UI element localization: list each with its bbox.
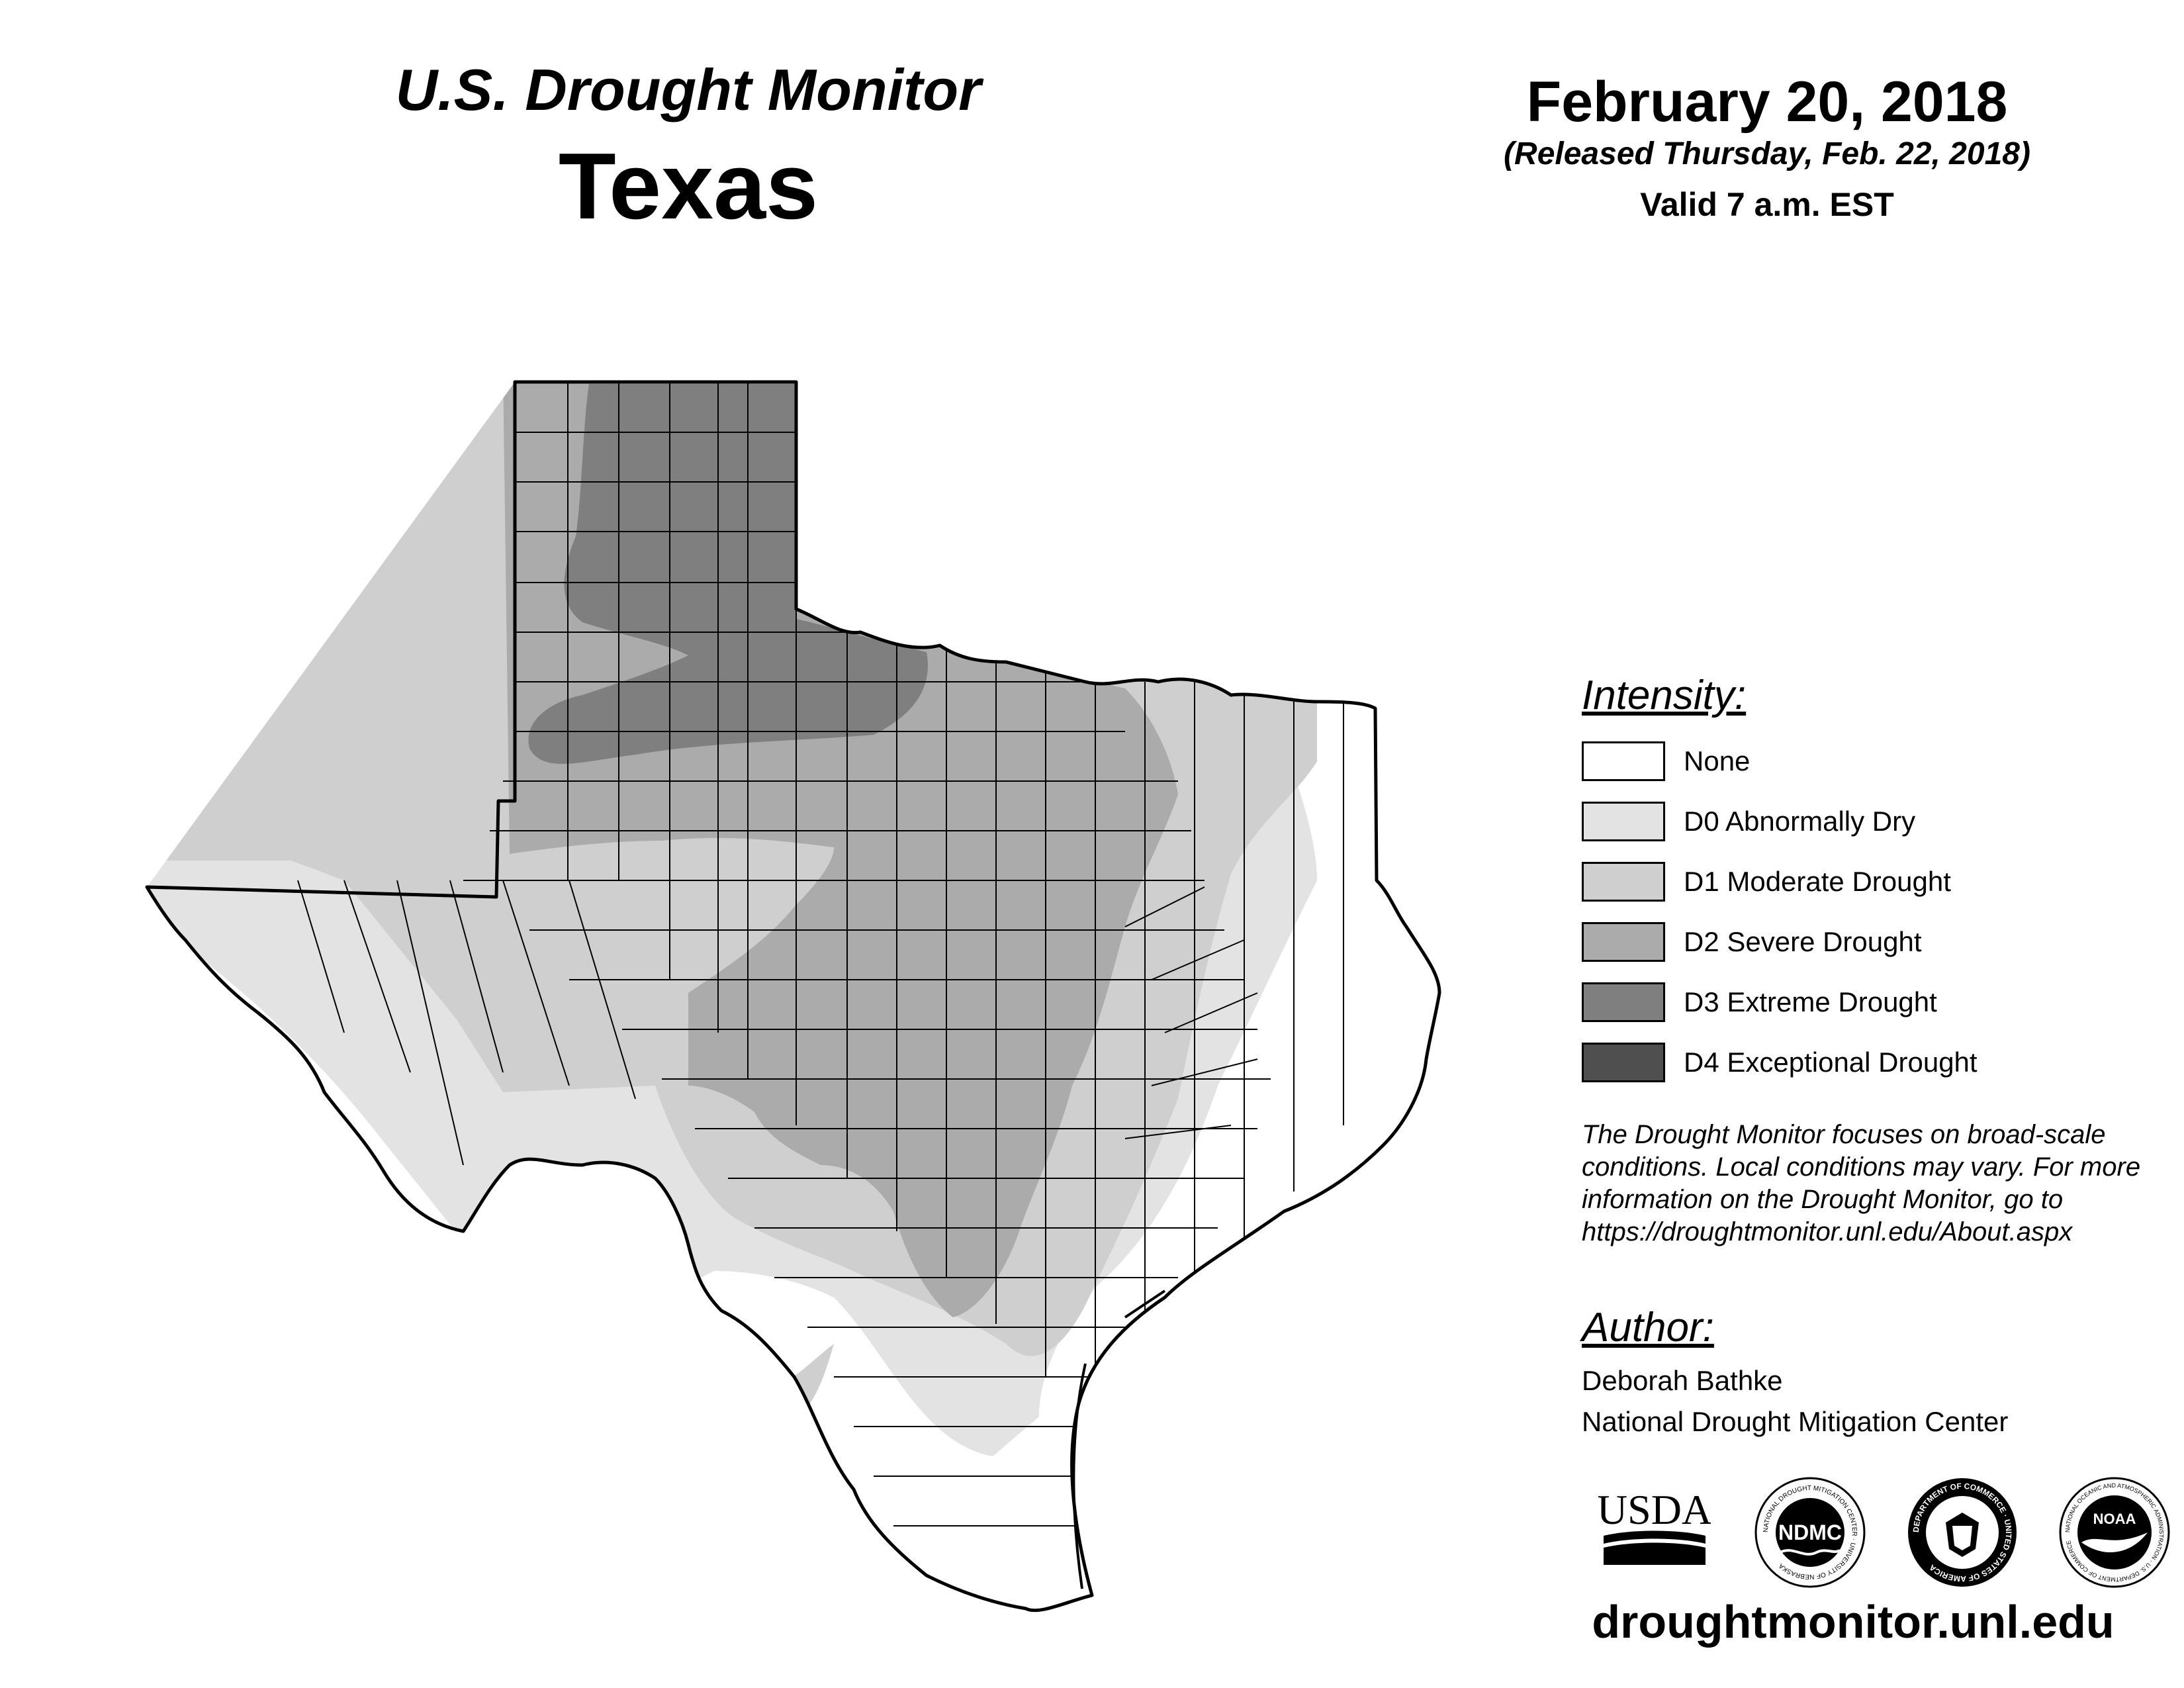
legend-label: D0 Abnormally Dry: [1684, 806, 1916, 837]
legend-heading: Intensity:: [1582, 673, 1747, 718]
usda-logo-text: USDA: [1598, 1486, 1711, 1533]
author-organization: National Drought Mitigation Center: [1582, 1406, 2009, 1437]
texas-drought-map: [145, 380, 1441, 1613]
website-link[interactable]: droughtmonitor.unl.edu: [1592, 1596, 2115, 1648]
noaa-logo-icon: NATIONAL OCEANIC AND ATMOSPHERIC ADMINIS…: [2059, 1477, 2170, 1588]
legend-item-d1: D1 Moderate Drought: [1582, 861, 1951, 903]
author-heading: Author:: [1582, 1305, 1714, 1350]
valid-time: Valid 7 a.m. EST: [1640, 186, 1894, 223]
legend-swatch: [1582, 1043, 1665, 1082]
department-of-commerce-seal-icon: DEPARTMENT OF COMMERCE · UNITED STATES O…: [1908, 1478, 2017, 1587]
usda-logo-icon: USDA: [1598, 1486, 1711, 1565]
author-name: Deborah Bathke: [1582, 1365, 1783, 1396]
noaa-logo-text: NOAA: [2093, 1511, 2136, 1527]
legend-label: D3 Extreme Drought: [1684, 986, 1937, 1017]
legend-label: None: [1684, 745, 1751, 776]
legend-swatch: [1582, 741, 1665, 781]
legend-item-d0: D0 Abnormally Dry: [1582, 800, 1915, 843]
legend-label: D4 Exceptional Drought: [1684, 1047, 1978, 1078]
legend-item-d3: D3 Extreme Drought: [1582, 981, 1937, 1023]
legend-item-d2: D2 Severe Drought: [1582, 921, 1922, 963]
map-date: February 20, 2018: [1526, 70, 2008, 134]
release-date: (Released Thursday, Feb. 22, 2018): [1504, 136, 2030, 171]
legend-label: D2 Severe Drought: [1684, 926, 1922, 957]
legend-label: D1 Moderate Drought: [1684, 866, 1951, 897]
legend-item-d4: D4 Exceptional Drought: [1582, 1041, 1978, 1084]
legend-swatch: [1582, 802, 1665, 841]
map-title: Texas: [558, 134, 819, 239]
legend-swatch: [1582, 922, 1665, 962]
drought-monitor-note: The Drought Monitor focuses on broad-sca…: [1582, 1120, 2141, 1246]
legend-swatch: [1582, 862, 1665, 902]
map-subtitle: U.S. Drought Monitor: [395, 57, 981, 122]
legend-item-none: None: [1582, 740, 1750, 782]
legend-swatch: [1582, 982, 1665, 1022]
ndmc-logo-icon: NATIONAL DROUGHT MITIGATION CENTER · UNI…: [1754, 1477, 1866, 1588]
ndmc-logo-text: NDMC: [1778, 1521, 1842, 1544]
